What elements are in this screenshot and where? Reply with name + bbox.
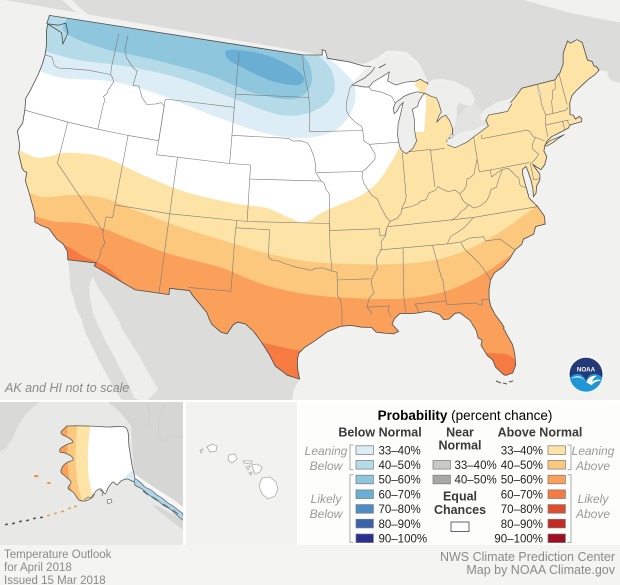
svg-text:90–100%: 90–100% xyxy=(378,533,427,545)
svg-text:NOAA: NOAA xyxy=(577,366,596,373)
svg-text:Leaning: Leaning xyxy=(304,444,347,458)
svg-text:Equal: Equal xyxy=(442,489,476,503)
svg-text:40–50%: 40–50% xyxy=(454,474,496,486)
svg-text:AK and HI not to scale: AK and HI not to scale xyxy=(4,381,129,395)
svg-text:70–80%: 70–80% xyxy=(378,504,420,516)
svg-text:Likely: Likely xyxy=(577,492,609,506)
svg-text:80–90%: 80–90% xyxy=(378,518,420,530)
svg-text:33–40%: 33–40% xyxy=(378,445,420,457)
svg-text:Normal: Normal xyxy=(438,438,481,452)
svg-text:40–50%: 40–50% xyxy=(378,460,420,472)
svg-text:70–80%: 70–80% xyxy=(500,504,542,516)
svg-text:Chances: Chances xyxy=(433,503,485,517)
svg-text:90–100%: 90–100% xyxy=(494,533,543,545)
svg-text:Above Normal: Above Normal xyxy=(497,425,582,439)
svg-text:Above: Above xyxy=(574,507,609,521)
svg-text:Below: Below xyxy=(309,507,343,521)
svg-text:80–90%: 80–90% xyxy=(500,518,542,530)
svg-text:40–50%: 40–50% xyxy=(500,460,542,472)
svg-text:50–60%: 50–60% xyxy=(378,474,420,486)
svg-text:60–70%: 60–70% xyxy=(378,489,420,501)
svg-text:Below Normal: Below Normal xyxy=(338,425,421,439)
svg-text:Leaning: Leaning xyxy=(571,444,614,458)
svg-text:Below: Below xyxy=(309,459,343,473)
svg-text:Probability (percent chance): Probability (percent chance) xyxy=(377,408,552,423)
svg-text:60–70%: 60–70% xyxy=(500,489,542,501)
svg-text:33–40%: 33–40% xyxy=(454,460,496,472)
svg-text:Near: Near xyxy=(446,425,474,439)
svg-text:Above: Above xyxy=(574,459,609,473)
svg-text:50–60%: 50–60% xyxy=(500,474,542,486)
svg-text:Likely: Likely xyxy=(310,492,342,506)
svg-text:33–40%: 33–40% xyxy=(500,445,542,457)
